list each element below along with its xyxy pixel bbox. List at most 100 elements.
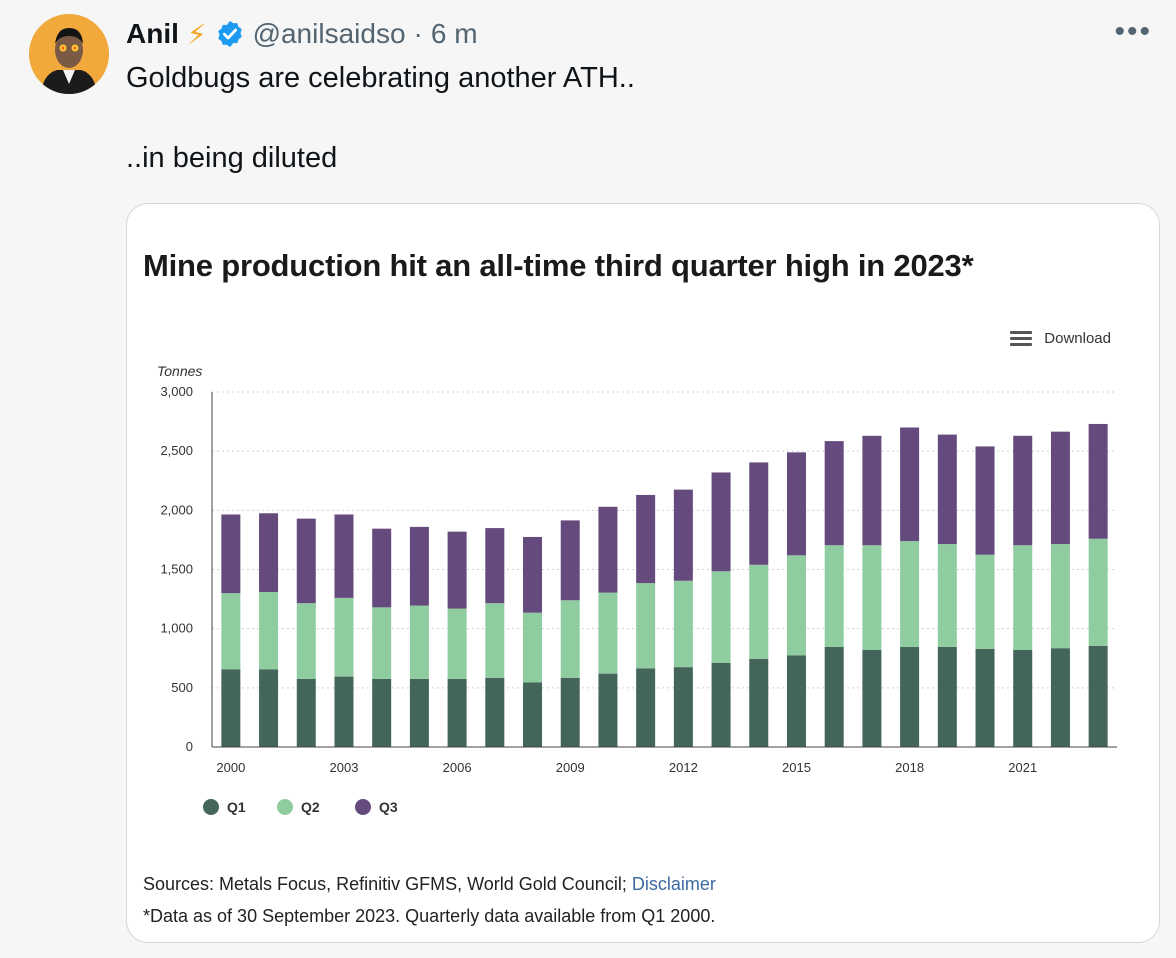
bar-q3-2018	[900, 427, 920, 542]
bar-q1-2010	[598, 673, 618, 747]
bar-q2-2012	[673, 580, 693, 668]
bar-q1-2005	[409, 678, 429, 747]
bar-q2-2008	[523, 612, 543, 683]
disclaimer-link[interactable]: Disclaimer	[631, 874, 716, 894]
download-button[interactable]: Download	[1010, 330, 1111, 347]
bar-q3-2000	[221, 514, 241, 594]
bar-q1-2014	[749, 658, 769, 747]
y-axis-label: Tonnes	[157, 363, 202, 379]
bar-q2-2015	[786, 555, 806, 656]
bar-q1-2022	[1050, 648, 1070, 747]
sources-text: Sources: Metals Focus, Refinitiv GFMS, W…	[143, 874, 632, 894]
y-tick-label: 1,000	[160, 621, 193, 636]
tweet-text: Goldbugs are celebrating another ATH.. .…	[126, 62, 635, 174]
bar-q2-2021	[1013, 545, 1033, 650]
bar-q2-2013	[711, 571, 731, 663]
bar-q3-2015	[786, 452, 806, 556]
x-tick-label: 2003	[330, 760, 359, 775]
avatar-image	[29, 14, 109, 94]
bar-q2-2000	[221, 593, 241, 670]
bar-q3-2014	[749, 462, 769, 565]
bar-q2-2022	[1050, 544, 1070, 649]
separator: ·	[413, 18, 423, 49]
bar-q1-2016	[824, 647, 844, 747]
bar-q3-2013	[711, 472, 731, 572]
bar-q3-2005	[409, 526, 429, 606]
bar-q2-2004	[372, 607, 392, 679]
bar-q1-2017	[862, 649, 882, 747]
bar-q3-2006	[447, 531, 467, 609]
avatar[interactable]	[29, 14, 109, 94]
bar-q3-2020	[975, 446, 995, 555]
bar-q1-2000	[221, 669, 241, 747]
bar-q3-2001	[259, 513, 279, 592]
bar-q1-2002	[296, 678, 316, 747]
bar-q3-2007	[485, 528, 505, 604]
bar-q3-2022	[1050, 431, 1070, 545]
bar-q2-2019	[937, 544, 957, 648]
bar-q1-2013	[711, 662, 731, 747]
bar-q3-2010	[598, 506, 618, 593]
x-tick-label: 2009	[556, 760, 585, 775]
lightning-icon: ⚡	[186, 18, 207, 50]
bar-q1-2020	[975, 648, 995, 747]
bar-q3-2008	[523, 536, 543, 613]
chart-card[interactable]: Mine production hit an all-time third qu…	[126, 203, 1160, 943]
bar-q2-2018	[900, 541, 920, 648]
bar-q2-2017	[862, 545, 882, 650]
bar-q1-2012	[673, 667, 693, 747]
bar-q2-2009	[560, 600, 580, 678]
bar-q1-2006	[447, 678, 467, 747]
x-tick-label: 2015	[782, 760, 811, 775]
x-tick-label: 2006	[443, 760, 472, 775]
bar-q2-2016	[824, 545, 844, 648]
legend-marker-q1	[203, 799, 219, 815]
legend-marker-q2	[277, 799, 293, 815]
bar-q1-2015	[786, 655, 806, 747]
bar-q1-2001	[259, 669, 279, 747]
bar-q2-2002	[296, 603, 316, 679]
timestamp[interactable]: 6 m	[430, 18, 478, 49]
footnote: *Data as of 30 September 2023. Quarterly…	[143, 906, 716, 926]
y-tick-label: 2,000	[160, 502, 193, 517]
bar-q1-2018	[900, 647, 920, 747]
bar-q1-2008	[523, 682, 543, 747]
bar-q1-2004	[372, 678, 392, 747]
bar-q3-2004	[372, 528, 392, 608]
author-handle[interactable]: @anilsaidso	[252, 18, 406, 49]
bar-q2-2005	[409, 605, 429, 679]
chart-title: Mine production hit an all-time third qu…	[143, 248, 974, 283]
y-tick-label: 2,500	[160, 443, 193, 458]
bar-q2-2014	[749, 564, 769, 659]
tweet-header: Anil ⚡ @anilsaidso · 6 m	[126, 14, 478, 54]
bar-q1-2021	[1013, 649, 1033, 747]
bar-q3-2019	[937, 434, 957, 545]
more-options-icon[interactable]: •••	[1114, 15, 1152, 48]
bar-q2-2010	[598, 592, 618, 674]
bar-q1-2003	[334, 676, 354, 747]
x-tick-label: 2021	[1008, 760, 1037, 775]
sources-line: Sources: Metals Focus, Refinitiv GFMS, W…	[143, 874, 716, 895]
y-tick-label: 3,000	[160, 384, 193, 399]
bar-q2-2023	[1088, 538, 1108, 646]
bar-q2-2003	[334, 597, 354, 677]
bar-q3-2023	[1088, 423, 1108, 539]
y-tick-label: 1,500	[160, 562, 193, 577]
stacked-bar-chart: Tonnes 0 500 1,000 1,500 2,000 2,500 3,000 2000 2…	[157, 363, 1117, 815]
bar-q3-2003	[334, 514, 354, 598]
legend-marker-q3	[355, 799, 371, 815]
y-tick-label: 500	[171, 680, 193, 695]
bar-q2-2001	[259, 591, 279, 670]
download-label: Download	[1044, 330, 1111, 347]
author-name[interactable]: Anil	[126, 18, 179, 49]
bar-q3-2011	[636, 494, 656, 584]
y-tick-label: 0	[186, 739, 193, 754]
x-tick-label: 2018	[895, 760, 924, 775]
bar-q3-2021	[1013, 435, 1033, 546]
bar-q2-2007	[485, 603, 505, 678]
bar-q2-2006	[447, 608, 467, 679]
bar-q1-2011	[636, 668, 656, 747]
bar-q1-2023	[1088, 645, 1108, 747]
bar-q3-2016	[824, 441, 844, 546]
verified-badge-icon	[217, 20, 242, 48]
